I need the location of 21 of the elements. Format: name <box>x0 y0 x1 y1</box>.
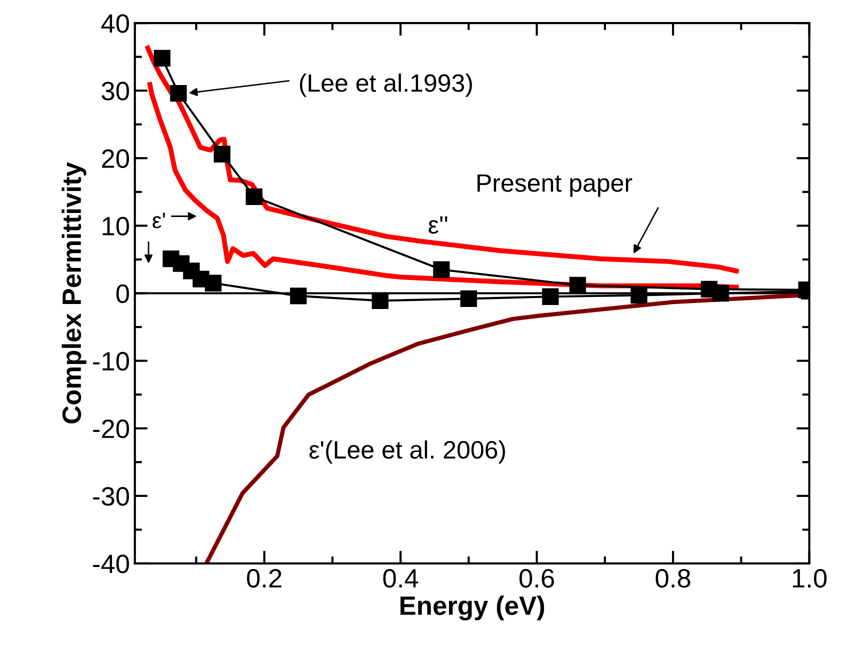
y-tick-label: 10 <box>102 216 129 236</box>
x-axis-title: Energy (eV) <box>400 596 544 620</box>
y-tick-label: -30 <box>93 487 129 506</box>
y-tick-label: 30 <box>102 82 129 100</box>
y-tick-label: 0 <box>116 284 129 304</box>
annotation: Present paper <box>478 174 632 197</box>
y-tick-label: 40 <box>101 14 129 33</box>
x-tick-label: 0.6 <box>519 569 554 588</box>
y-tick-label: -10 <box>93 352 129 371</box>
x-tick-label: 0.8 <box>656 569 690 588</box>
y-tick-label: -20 <box>93 419 129 438</box>
annotation: ε'' <box>428 216 448 234</box>
annotation: ε'(Lee et al. 2006) <box>309 440 506 464</box>
x-tick-label: 0.2 <box>247 569 282 588</box>
y-axis-title: Complex Permittivity <box>62 162 86 424</box>
annotation: ε' <box>152 212 165 228</box>
x-tick-label: 1.0 <box>792 569 827 588</box>
x-tick-label: 0.4 <box>383 569 418 588</box>
annotation: (Lee et al.1993) <box>300 74 472 97</box>
y-tick-label: 20 <box>102 149 129 168</box>
y-tick-label: -40 <box>93 554 129 574</box>
